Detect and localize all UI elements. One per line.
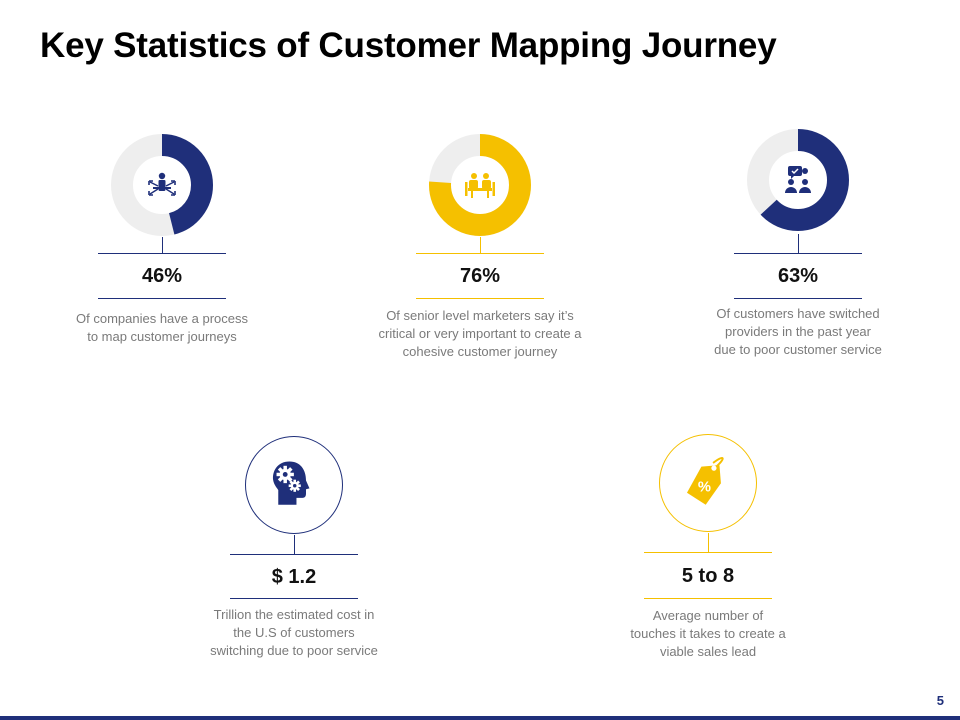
page-number: 5 <box>936 693 944 708</box>
price-tag-percent-icon: % <box>686 457 724 505</box>
stat-card-5: % 5 to 8 Average number of touches it tak… <box>588 433 828 673</box>
stat-card-1: 46% Of companies have a process to map cu… <box>42 130 282 360</box>
stat-value-4: $ 1.2 <box>271 566 317 588</box>
donut-arc-2 <box>429 134 531 236</box>
stat-value-3: 63% <box>777 265 819 287</box>
customer-support-icon <box>785 166 811 193</box>
stat-description-5: Average number of touches it takes to cre… <box>630 608 786 659</box>
footer-bar <box>0 716 960 720</box>
stat-card-4: $ 1.2 Trillion the estimated cost in the … <box>174 435 414 675</box>
donut-arc-3 <box>747 129 849 231</box>
stat-description-2: Of senior level marketers say it’s critic… <box>378 308 582 359</box>
svg-text:%: % <box>698 480 711 496</box>
page-title: Key Statistics of Customer Mapping Journ… <box>40 26 777 65</box>
stat-description-3: Of customers have switched providers in t… <box>714 306 882 357</box>
ring-5: % <box>659 434 757 532</box>
ring-4 <box>245 436 343 534</box>
donut-chart-2 <box>429 134 531 236</box>
donut-chart-3 <box>747 129 849 231</box>
donut-arc-1 <box>111 134 213 236</box>
stat-card-3: 63% Of customers have switched providers … <box>678 128 918 368</box>
donut-chart-1 <box>111 134 213 236</box>
stat-value-1: 46% <box>141 265 183 287</box>
stat-value-2: 76% <box>459 265 501 287</box>
stat-value-5: 5 to 8 <box>681 565 735 587</box>
meeting-table-icon <box>465 173 495 198</box>
stat-description-1: Of companies have a process to map custom… <box>76 311 248 344</box>
stat-description-4: Trillion the estimated cost in the U.S of… <box>210 607 378 658</box>
user-network-icon <box>148 172 176 196</box>
stat-card-2: 76% Of senior level marketers say it’s cr… <box>360 130 600 370</box>
head-gears-icon <box>272 461 310 505</box>
